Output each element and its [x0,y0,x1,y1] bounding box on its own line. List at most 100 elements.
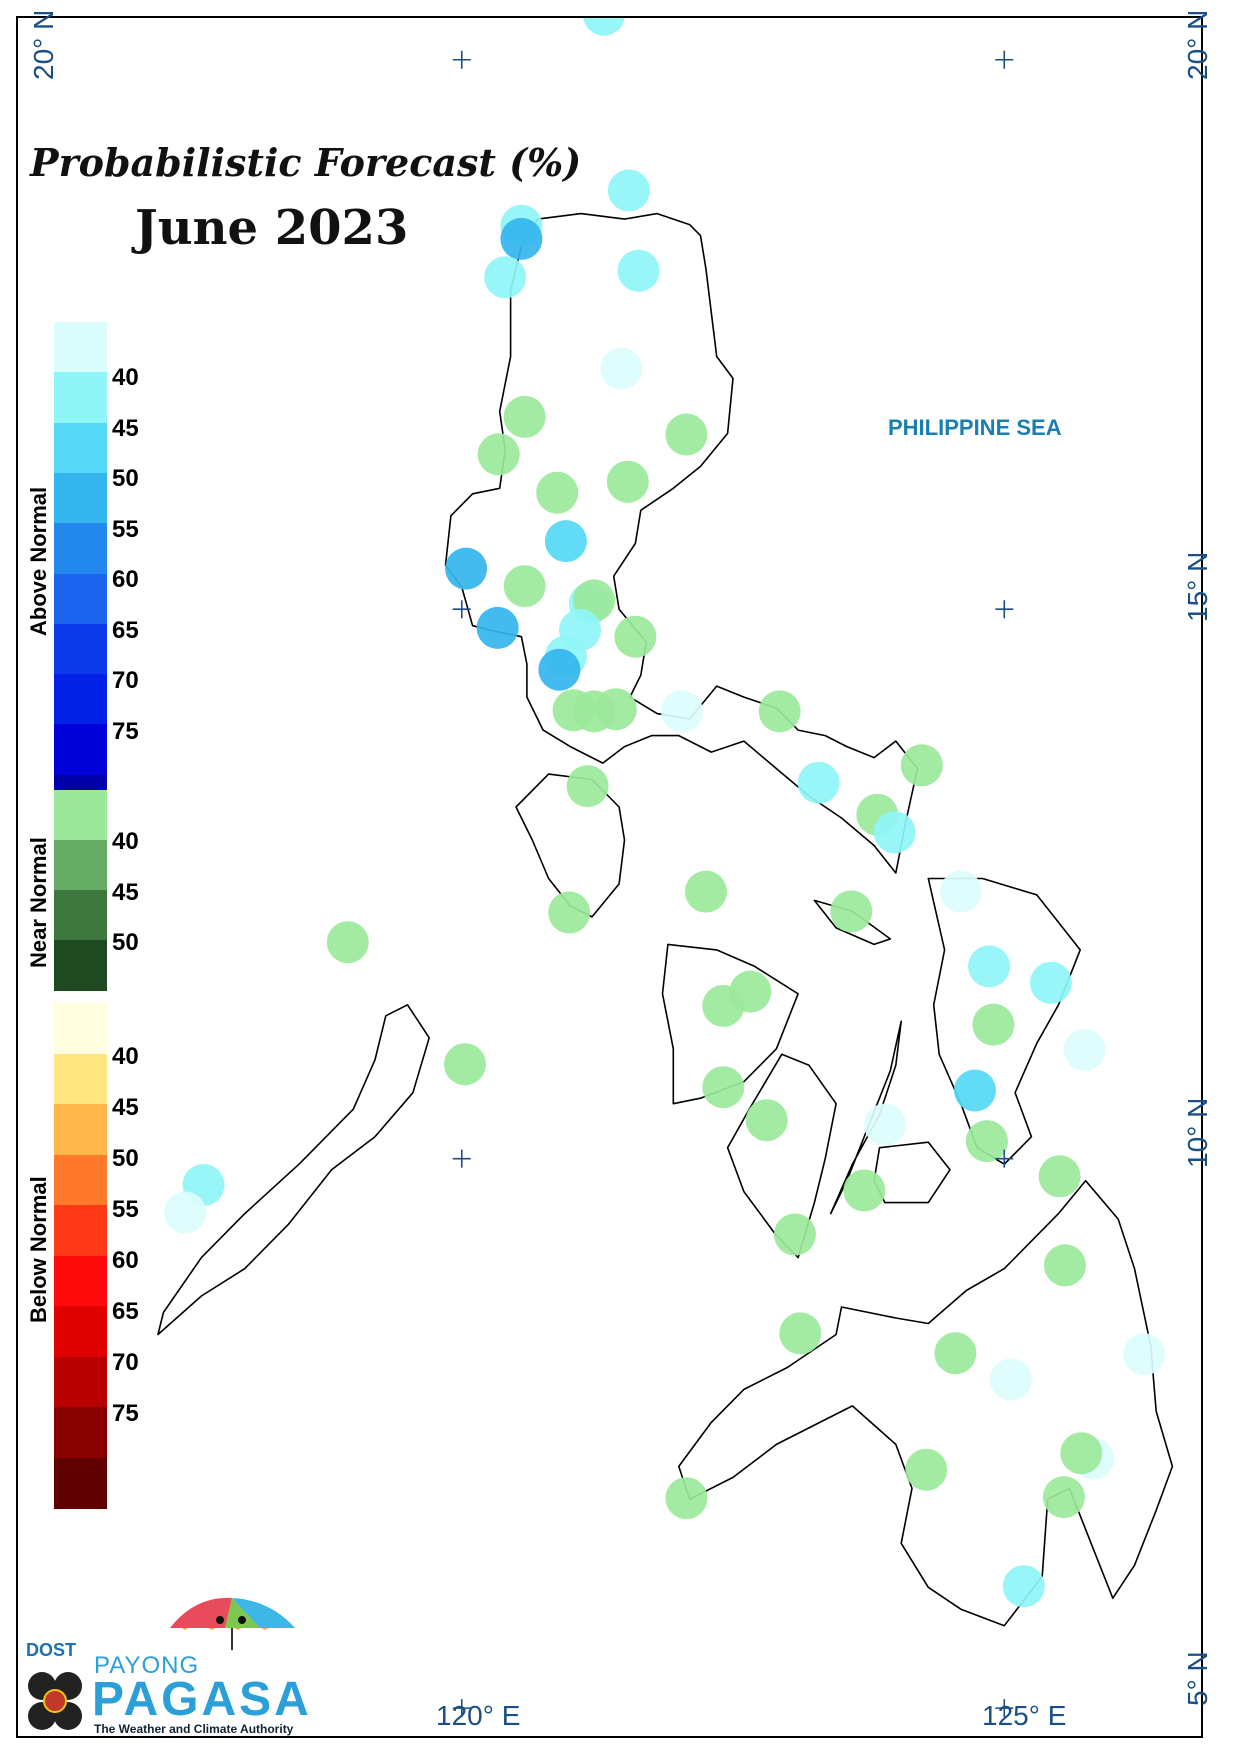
legend-swatch-above-0 [54,322,107,373]
station-marker-above-12 [544,520,587,563]
station-marker-above-3 [500,217,543,260]
philippines-map [157,18,1174,1718]
legend-near-label: Near Normal [26,837,51,968]
station-marker-near-8 [665,413,708,456]
umbrella-icon [28,1597,295,1730]
station-marker-near-24 [573,690,616,733]
legend-swatch-above-8 [54,724,107,776]
sea-label: PHILIPPINE SEA [888,415,1062,440]
station-marker-near-7 [503,395,546,438]
legend-tick-above-4: 60 [112,566,139,593]
legend-tick-below-4: 60 [112,1247,139,1274]
legend-swatch-below-2 [54,1104,107,1155]
map-subtitle: June 2023 [135,200,409,256]
station-marker-near-10 [536,471,579,514]
station-marker-near-35 [830,890,873,933]
station-marker-near-52 [843,1169,886,1212]
graticule-cross-6 [452,1699,471,1718]
legend-tick-near-2: 50 [112,929,139,956]
station-marker-near-60 [1060,1432,1103,1475]
legend-tick-above-3: 55 [112,515,139,543]
station-marker-near-32 [684,870,727,913]
station-marker-near-63 [665,1477,708,1520]
legend-swatch-near-2 [54,890,107,941]
legend-swatch-below-3 [54,1154,107,1206]
legend-tick-below-1: 45 [112,1094,139,1121]
coastline-panay [661,943,799,1105]
station-marker-near-55 [779,1312,822,1355]
legend-tick-above-7: 75 [112,717,139,745]
legend-tick-below-3: 55 [112,1196,139,1223]
coastline-mindoro [515,773,626,918]
station-marker-above-33 [939,870,982,913]
graticule-cross-2 [452,600,471,619]
legend-tick-above-0: 40 [112,364,139,391]
station-layer [164,18,1166,1608]
legend-swatch-above-1 [54,372,107,424]
legend-swatch-above-2 [54,422,107,474]
station-marker-above-17 [476,606,519,649]
station-marker-near-53 [773,1213,816,1256]
coastline-bohol [873,1141,951,1204]
legend-swatch-below-1 [54,1053,107,1105]
graticule-cross-3 [995,600,1014,619]
legend-swatch-near-0 [54,790,107,841]
payong-pagasa-logo: DOST PAYONG PAGASA The Weather and Clima… [20,1588,320,1738]
station-marker-near-54 [1044,1244,1086,1287]
lat-10-label: 10° N [1182,1097,1213,1168]
station-marker-near-61 [905,1448,948,1491]
logo-payong-text: PAYONG [94,1652,200,1679]
legend-swatch-above-5 [54,573,107,625]
station-marker-near-26 [758,690,801,733]
station-marker-near-40 [702,984,745,1027]
station-marker-above-0 [583,18,625,36]
legend-swatch-below-4 [54,1205,107,1256]
lat-20-right-label: 20° N [1182,9,1213,80]
legend-swatch-below-6 [54,1306,107,1357]
legend-swatch-below-7 [54,1356,107,1408]
legend-swatch-above-7 [54,674,107,725]
graticule-layer [452,50,1014,1718]
map-frame [16,16,1203,1738]
lat-5-label: 5° N [1182,1651,1213,1706]
map-title: Probabilistic Forecast (%) [30,140,582,185]
graticule-cross-1 [995,50,1014,69]
legend-swatch-below-9 [54,1457,107,1509]
legend-swatch-above-6 [54,623,107,675]
station-marker-above-42 [1063,1028,1106,1071]
station-marker-near-9 [477,433,520,476]
station-marker-near-29 [566,765,609,808]
station-marker-above-38 [1029,961,1072,1004]
station-marker-above-1 [607,169,650,212]
station-marker-near-46 [745,1099,788,1142]
coastline-samar_leyte [927,877,1081,1165]
station-marker-above-47 [863,1103,906,1146]
station-marker-near-43 [444,1043,486,1086]
station-marker-near-14 [503,565,546,608]
legend-tick-above-2: 50 [112,465,139,492]
legend-swatch-near-3 [54,940,107,991]
station-marker-near-34 [548,891,591,934]
station-marker-above-13 [445,547,488,590]
legend-swatch-below-5 [54,1255,107,1307]
station-marker-near-44 [702,1066,745,1109]
lon-120-label: 120° E [436,1700,521,1731]
coastline-negros [726,1053,837,1259]
dost-emblem-icon [28,1672,82,1730]
station-marker-above-25 [661,690,703,733]
legend-tick-near-0: 40 [112,828,139,855]
graticule-cross-7 [995,1699,1014,1718]
legend-swatch-above-4 [54,523,107,574]
coastline-mindanao [677,1179,1174,1627]
graticule-cross-0 [452,50,471,69]
legend-tick-near-1: 45 [112,878,139,906]
station-marker-above-57 [1123,1333,1166,1376]
station-marker-near-19 [614,615,657,658]
legend-tick-above-6: 70 [112,667,139,694]
station-marker-above-4 [617,249,660,292]
station-marker-above-64 [1002,1565,1045,1608]
station-marker-above-37 [968,945,1011,988]
lat-20-left-label: 20° N [28,9,59,80]
graticule-cross-5 [995,1149,1014,1168]
legend-tick-below-6: 70 [112,1349,139,1376]
